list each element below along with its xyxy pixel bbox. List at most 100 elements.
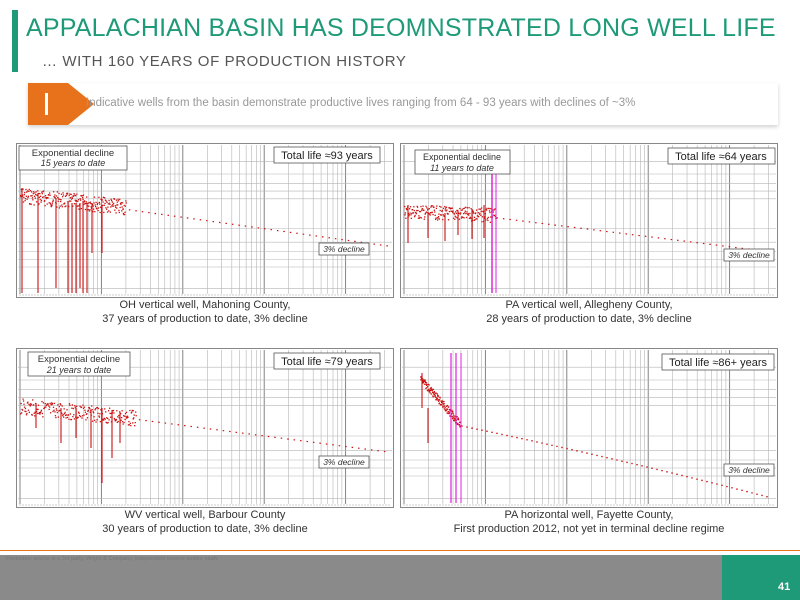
data-point [413,209,415,212]
decline-dot [511,435,513,438]
data-point [34,192,36,194]
data-point [434,214,436,217]
data-point [110,199,113,202]
data-point [98,415,100,417]
exp-box-line2: 15 years to date [41,158,106,168]
data-point [121,206,123,208]
data-point [486,218,489,220]
data-point [467,213,469,216]
data-point [96,419,98,421]
data-point [120,202,122,204]
data-point [116,201,118,203]
decline-dot [681,474,683,477]
data-point [431,211,433,213]
caption-oh: OH vertical well, Mahoning County, 37 ye… [16,298,394,326]
life-label-frame [273,352,381,370]
data-point [467,212,469,215]
data-point [427,209,429,211]
data-point [70,200,72,202]
data-point [82,407,85,410]
chart-grid [18,350,392,506]
data-point [451,412,453,414]
data-point [478,216,480,218]
data-point [447,408,449,411]
data-point [436,217,438,219]
data-point [473,212,475,214]
data-point [121,202,124,204]
data-point [51,402,54,405]
data-point [427,208,429,210]
data-point [75,199,78,202]
data-point [59,198,61,201]
data-point [123,213,126,216]
data-point [115,418,117,421]
data-point [96,203,98,206]
life-label: Total life ≈86+ years [669,357,768,369]
data-point [492,211,494,213]
data-point [116,421,118,424]
data-point [86,413,88,415]
data-point [111,201,114,203]
data-point [63,416,65,418]
caption-pa-horizontal: PA horizontal well, Fayette County, Firs… [400,508,778,536]
data-point [89,408,91,410]
data-point [73,203,76,205]
data-point [459,207,461,210]
data-point [436,398,439,400]
data-point [47,197,49,199]
data-point [62,413,64,416]
data-point [118,209,120,212]
data-point [86,417,88,419]
data-point [414,214,416,217]
decline-dot [751,492,753,494]
data-point [77,200,79,202]
data-point [44,402,46,405]
data-point [427,212,430,214]
data-point [71,196,73,198]
data-point [481,221,483,223]
data-point [106,201,108,203]
data-point [457,209,459,212]
data-point [128,420,130,423]
data-point [432,391,434,394]
data-point [428,388,430,391]
data-point [65,417,67,419]
data-point [110,206,112,208]
decline-dot [761,494,763,497]
data-point [115,199,118,201]
data-point [74,405,76,407]
data-point [104,199,107,201]
data-point [95,421,97,423]
data-point [450,208,452,210]
data-point [433,391,436,393]
data-point [24,407,27,410]
data-point [60,193,63,195]
data-point [438,218,441,220]
data-point [25,188,27,191]
decline-dot [556,445,558,448]
data-point [454,417,456,419]
data-point [44,200,46,202]
data-point [98,201,100,204]
data-point [475,218,477,220]
data-point [132,422,134,424]
data-point [481,216,484,218]
data-point [475,212,477,214]
data-point [454,418,457,421]
data-point [44,195,47,197]
data-point [442,406,444,408]
caption-line1: OH vertical well, Mahoning County, [119,299,291,311]
exp-box-line2: 11 years to date [430,163,494,173]
data-point [107,206,109,208]
data-point [70,193,72,196]
data-point [20,413,22,415]
data-point [435,392,437,394]
life-label-frame [273,146,381,164]
data-point [32,199,34,201]
data-point [117,200,120,202]
data-point [26,198,28,200]
data-point [419,210,422,213]
data-point [99,413,101,415]
page-title: APPALACHIAN BASIN HAS DEOMNSTRATED LONG … [26,14,776,42]
data-point [78,414,81,417]
